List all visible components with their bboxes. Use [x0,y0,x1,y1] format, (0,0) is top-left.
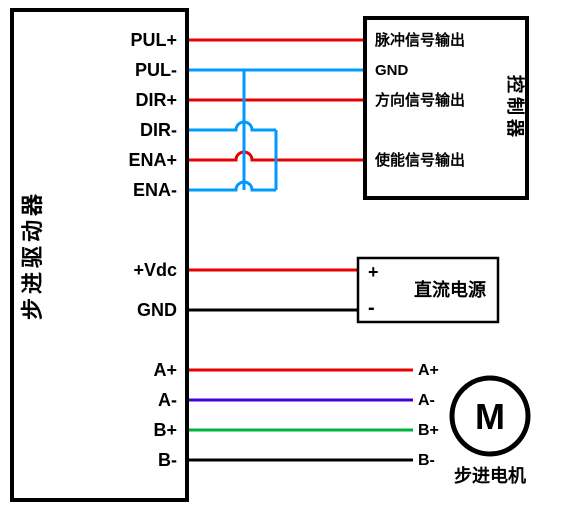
power-label: 直流电源 [414,279,486,300]
driver-pin-label: ENA+ [128,150,177,170]
driver-pin-label: +Vdc [133,260,177,280]
wire [187,122,276,130]
driver-label: 步进驱动器 [20,190,45,320]
driver-pin-label: A+ [153,360,177,380]
motor-pin-label: A+ [418,362,439,379]
driver-pin-label: ENA- [133,180,177,200]
controller-pin-label: GND [375,62,409,79]
controller-pin-label: 方向信号输出 [375,91,465,109]
wire [187,182,276,190]
motor-pin-label: B+ [418,422,439,439]
controller-pin-label: 使能信号输出 [374,151,465,169]
driver-pin-label: B- [158,450,177,470]
driver-pin-label: B+ [153,420,177,440]
motor-label: 步进电机 [454,465,526,486]
controller-pin-label: 脉冲信号输出 [374,31,465,49]
driver-pin-label: DIR+ [135,90,177,110]
driver-pin-label: A- [158,390,177,410]
power-minus: - [368,297,375,319]
motor-pin-label: A- [418,392,435,409]
driver-pin-label: DIR- [140,120,177,140]
motor-m-label: M [475,396,505,437]
controller-label: 控制器 [505,75,526,141]
wiring-diagram: 步进驱动器 PUL+ PUL- DIR+ DIR- ENA+ ENA- +Vdc GND A+ A-… [0,0,572,512]
power-plus: + [368,262,379,282]
driver-pin-label: PUL- [135,60,177,80]
driver-pin-label: GND [137,300,177,320]
motor-pin-label: B- [418,452,435,469]
driver-pin-label: PUL+ [130,30,177,50]
